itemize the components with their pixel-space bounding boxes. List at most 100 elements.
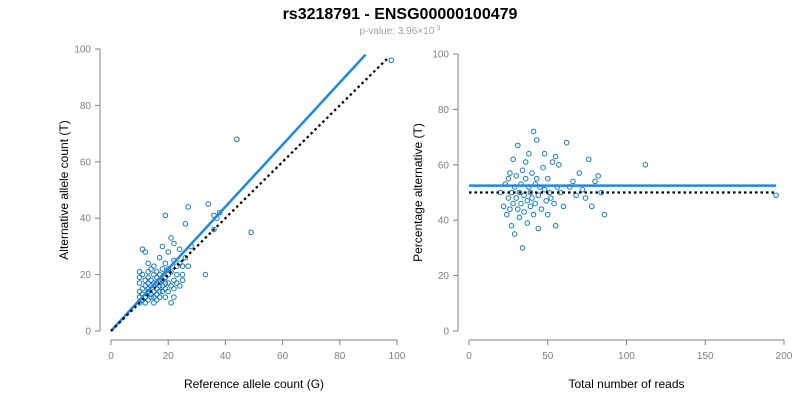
right-data-point <box>513 173 520 179</box>
right-data-point <box>521 209 527 215</box>
right-data-point <box>535 225 542 232</box>
right-data-point <box>598 189 605 196</box>
right-data-point <box>552 153 559 160</box>
right-data-point <box>563 139 570 146</box>
right-y-tick-label: 40 <box>438 216 450 227</box>
left-y-tick-label: 0 <box>85 327 91 338</box>
left-data-point <box>145 260 151 267</box>
left-data-point <box>148 277 154 284</box>
right-data-point <box>504 211 510 218</box>
left-data-point <box>179 263 186 269</box>
chart-title: rs3218791 - ENSG00000100479 <box>283 6 518 23</box>
right-data-point <box>538 206 545 212</box>
right-data-point <box>527 189 534 196</box>
left-data-point <box>156 254 163 261</box>
subtitle-exponent: -3 <box>434 25 440 32</box>
right-x-axis-label: Total number of reads <box>568 377 684 391</box>
left-data-point <box>176 260 183 267</box>
left-x-tick-label: 100 <box>389 351 406 362</box>
left-data-point <box>159 266 166 272</box>
right-data-point <box>551 200 557 207</box>
left-data-point <box>165 271 171 278</box>
left-x-tick-label: 0 <box>108 351 114 362</box>
left-data-point <box>168 268 174 275</box>
right-data-point <box>549 159 556 165</box>
right-data-point <box>519 245 526 251</box>
right-data-point <box>642 162 649 168</box>
left-data-point <box>179 271 186 278</box>
left-y-tick-label: 100 <box>74 45 91 56</box>
right-data-point <box>585 156 592 163</box>
left-data-point <box>162 294 169 300</box>
right-data-point <box>526 150 532 157</box>
left-x-tick-label: 60 <box>277 351 289 362</box>
left-y-tick-label: 40 <box>80 214 92 225</box>
right-data-point <box>524 220 531 226</box>
left-data-point <box>168 235 174 241</box>
right-data-point <box>582 195 589 201</box>
left-data-point <box>248 229 254 236</box>
left-reference-line <box>110 56 390 332</box>
left-data-point <box>216 209 223 216</box>
right-data-point <box>522 159 529 165</box>
left-data-point <box>234 136 240 143</box>
right-data-point <box>573 192 579 199</box>
right-x-tick-label: 50 <box>542 351 554 362</box>
right-data-point <box>533 137 540 143</box>
right-data-point <box>532 200 538 207</box>
right-data-point <box>516 189 523 196</box>
left-data-point <box>173 280 180 286</box>
left-data-point <box>162 212 169 219</box>
left-data-point <box>162 285 169 292</box>
left-data-point <box>136 274 143 281</box>
left-data-point <box>142 249 149 255</box>
left-x-axis-label: Reference allele count (G) <box>184 377 324 391</box>
left-data-point <box>182 254 189 261</box>
left-data-point <box>171 240 177 247</box>
right-data-point <box>560 203 567 210</box>
left-data-point <box>162 274 169 281</box>
left-data-point <box>202 271 209 278</box>
right-y-tick-label: 80 <box>438 105 450 116</box>
right-data-point <box>592 178 598 185</box>
left-x-tick-label: 20 <box>163 351 175 362</box>
left-data-point <box>171 285 177 292</box>
right-data-point <box>543 198 549 204</box>
right-data-point <box>579 186 586 193</box>
right-data-point <box>515 206 521 212</box>
left-data-point <box>142 283 149 289</box>
left-data-point <box>151 271 157 278</box>
left-data-point <box>145 274 151 281</box>
left-data-point <box>205 201 212 207</box>
left-y-tick-label: 20 <box>80 270 92 281</box>
left-data-point <box>151 300 157 306</box>
right-data-point <box>529 170 535 176</box>
left-data-point <box>388 57 395 64</box>
left-data-point <box>168 283 174 289</box>
right-data-point <box>555 162 562 168</box>
left-x-tick-label: 40 <box>220 351 232 362</box>
right-data-point <box>507 206 513 212</box>
left-data-point <box>179 277 186 284</box>
right-data-point <box>505 195 512 201</box>
left-data-point <box>142 300 149 306</box>
right-data-point <box>541 186 548 193</box>
left-data-point <box>185 204 192 210</box>
left-data-point <box>156 294 163 300</box>
left-data-point <box>176 246 183 253</box>
left-data-point <box>148 266 154 272</box>
left-data-point <box>165 280 171 286</box>
left-data-point <box>145 268 151 275</box>
left-data-point <box>153 297 160 303</box>
left-data-point <box>171 294 177 300</box>
left-data-point <box>145 297 151 303</box>
left-data-point <box>156 288 163 295</box>
left-data-point <box>139 285 146 292</box>
left-data-point <box>165 288 171 295</box>
right-y-tick-label: 60 <box>438 160 450 171</box>
left-data-point <box>162 280 169 286</box>
right-data-point <box>544 175 551 182</box>
right-data-point <box>518 200 524 207</box>
right-data-point <box>544 211 551 218</box>
right-y-tick-label: 0 <box>443 327 449 338</box>
